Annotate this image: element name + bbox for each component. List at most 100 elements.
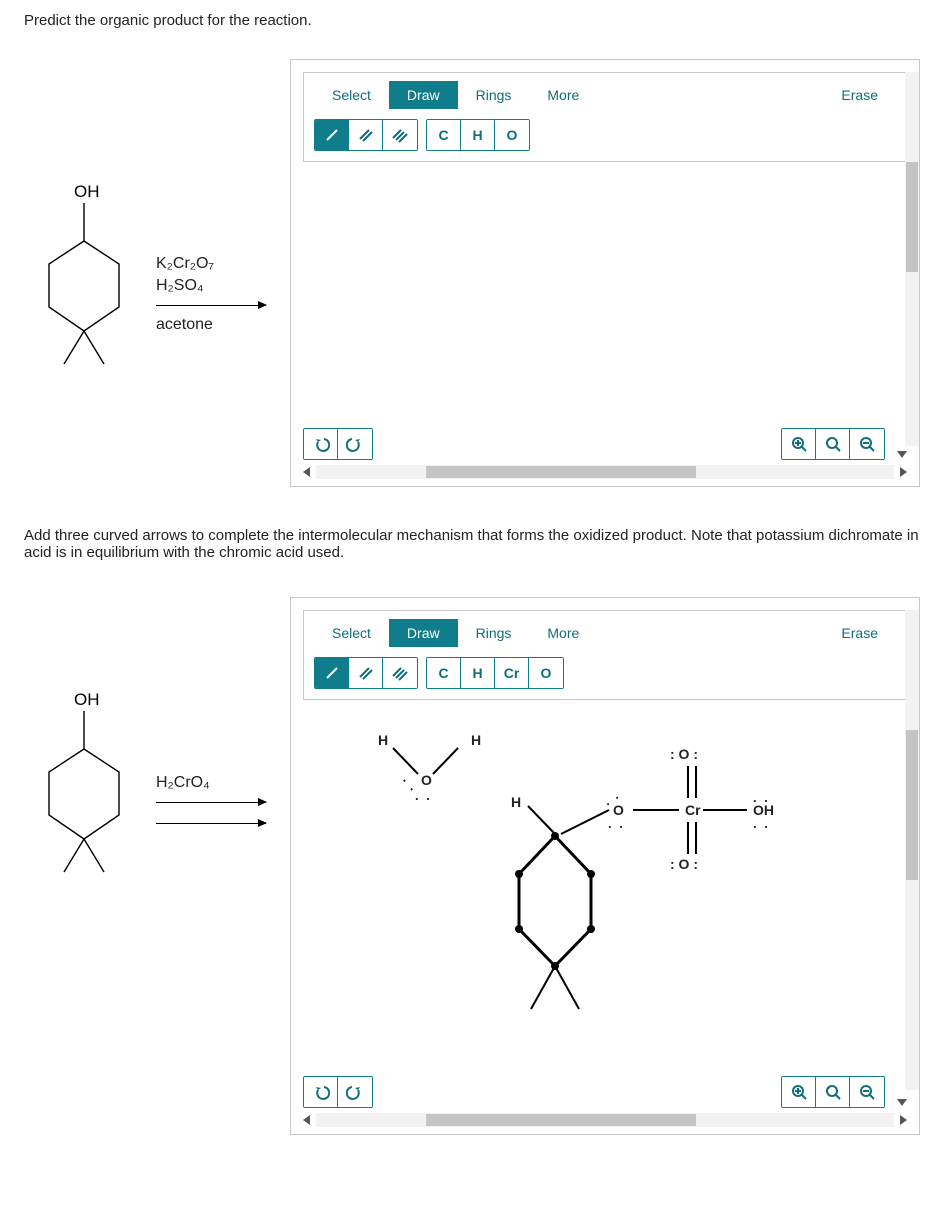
dropdown-icon[interactable]: [897, 451, 907, 458]
triple-bond-button-2[interactable]: [383, 658, 417, 688]
triple-bond-button[interactable]: [383, 120, 417, 150]
sketcher-panel-2: Select Draw Rings More Erase: [290, 597, 920, 1135]
v-scrollbar-1[interactable]: [905, 72, 919, 446]
o-lone-pair-b: . .: [608, 816, 625, 831]
chromate-intermediate[interactable]: [493, 734, 833, 1064]
single-bond-button[interactable]: [315, 120, 349, 150]
reagent-1b: H₂SO₄: [156, 277, 203, 295]
undo-button-2[interactable]: [304, 1077, 338, 1107]
water-lone-pair: . .: [415, 788, 432, 803]
atom-cr-button-2[interactable]: Cr: [495, 658, 529, 688]
reactant-block-1: OH K₂Cr₂O₇ H₂SO₄ acetone: [24, 59, 266, 409]
zoom-group-1: [781, 428, 885, 460]
reaction-arrow-2: H₂CrO₄: [156, 774, 266, 830]
reactant-block-2: OH H₂CrO₄: [24, 597, 266, 917]
v-scrollbar-2[interactable]: [905, 610, 919, 1090]
water-h1[interactable]: H: [378, 732, 388, 748]
scroll-left-icon[interactable]: [303, 467, 310, 477]
h-scrollbar-2[interactable]: [303, 1112, 907, 1128]
bottom-bar-1: [303, 428, 907, 460]
oh-label-2: OH: [74, 690, 100, 709]
tab-draw[interactable]: Draw: [389, 81, 458, 109]
tab-erase-2[interactable]: Erase: [823, 619, 896, 647]
bot-o-lp[interactable]: : O :: [670, 856, 698, 872]
reactant-structure-1: OH: [24, 179, 144, 409]
reactant-structure-2: OH: [24, 687, 144, 917]
tab-row-2: Select Draw Rings More Erase: [314, 619, 896, 647]
undo-button[interactable]: [304, 429, 338, 459]
reaction-arrow-1: K₂Cr₂O₇ H₂SO₄ acetone: [156, 255, 266, 334]
single-bond-button-2[interactable]: [315, 658, 349, 688]
tab-more-2[interactable]: More: [529, 619, 597, 647]
water-h2[interactable]: H: [471, 732, 481, 748]
history-group-2: [303, 1076, 373, 1108]
tab-draw-2[interactable]: Draw: [389, 619, 458, 647]
v-scroll-thumb[interactable]: [906, 162, 918, 272]
drawing-canvas-1[interactable]: [303, 166, 907, 426]
question-2-row: OH H₂CrO₄ Select Draw Rings More Erase: [24, 597, 920, 1135]
toolbar-1: Select Draw Rings More Erase: [303, 72, 907, 162]
top-o-lp[interactable]: : O :: [670, 746, 698, 762]
zoom-in-button[interactable]: [782, 429, 816, 459]
atom-tool-group-1: C H O: [426, 119, 530, 151]
scroll-right-icon[interactable]: [900, 467, 907, 477]
double-bond-button-2[interactable]: [349, 658, 383, 688]
tab-erase[interactable]: Erase: [823, 81, 896, 109]
tool-row-1: C H O: [314, 119, 896, 151]
drawing-canvas-2[interactable]: H H O . . . .: [303, 704, 907, 1074]
sketcher-panel-1: Select Draw Rings More Erase: [290, 59, 920, 487]
toolbar-2: Select Draw Rings More Erase: [303, 610, 907, 700]
question-1-row: OH K₂Cr₂O₇ H₂SO₄ acetone Select Draw Rin…: [24, 59, 920, 487]
zoom-reset-button[interactable]: [816, 429, 850, 459]
oh-lone-pair-b: . .: [753, 816, 770, 831]
question-2-prompt: Add three curved arrows to complete the …: [24, 527, 920, 561]
arrow-line-2b: [156, 823, 266, 824]
bond-tool-group-1: [314, 119, 418, 151]
oh-label: OH: [74, 182, 100, 201]
zoom-in-button-2[interactable]: [782, 1077, 816, 1107]
reagent-2: H₂CrO₄: [156, 774, 210, 792]
atom-o-button-2[interactable]: O: [529, 658, 563, 688]
zoom-out-button[interactable]: [850, 429, 884, 459]
h-scroll-track[interactable]: [316, 465, 894, 479]
zoom-reset-button-2[interactable]: [816, 1077, 850, 1107]
history-group-1: [303, 428, 373, 460]
h-scroll-track-2[interactable]: [316, 1113, 894, 1127]
water-o[interactable]: O: [421, 772, 432, 788]
h-scrollbar-1[interactable]: [303, 464, 907, 480]
reagent-1a: K₂Cr₂O₇: [156, 255, 214, 273]
scroll-left-icon-2[interactable]: [303, 1115, 310, 1125]
bond-tool-group-2: [314, 657, 418, 689]
cr-atom[interactable]: Cr: [685, 802, 701, 818]
atom-c-button[interactable]: C: [427, 120, 461, 150]
redo-button[interactable]: [338, 429, 372, 459]
scroll-right-icon-2[interactable]: [900, 1115, 907, 1125]
double-bond-button[interactable]: [349, 120, 383, 150]
tab-select-2[interactable]: Select: [314, 619, 389, 647]
atom-tool-group-2: C H Cr O: [426, 657, 564, 689]
v-scroll-thumb-2[interactable]: [906, 730, 918, 880]
dropdown-icon-2[interactable]: [897, 1099, 907, 1106]
oh-lone-pair-t: . .: [753, 790, 770, 805]
arrow-line-2a: [156, 802, 266, 803]
tab-rings[interactable]: Rings: [458, 81, 530, 109]
tab-row-1: Select Draw Rings More Erase: [314, 81, 896, 109]
zoom-out-button-2[interactable]: [850, 1077, 884, 1107]
atom-h-button[interactable]: H: [461, 120, 495, 150]
zoom-group-2: [781, 1076, 885, 1108]
tab-rings-2[interactable]: Rings: [458, 619, 530, 647]
tab-more[interactable]: More: [529, 81, 597, 109]
tab-select[interactable]: Select: [314, 81, 389, 109]
chain-h[interactable]: H: [511, 794, 521, 810]
atom-c-button-2[interactable]: C: [427, 658, 461, 688]
solvent-1: acetone: [156, 316, 213, 334]
redo-button-2[interactable]: [338, 1077, 372, 1107]
h-scroll-thumb[interactable]: [426, 466, 696, 478]
atom-h-button-2[interactable]: H: [461, 658, 495, 688]
h-scroll-thumb-2[interactable]: [426, 1114, 696, 1126]
tool-row-2: C H Cr O: [314, 657, 896, 689]
arrow-line-1: [156, 305, 266, 306]
question-1-prompt: Predict the organic product for the reac…: [24, 12, 920, 29]
atom-o-button[interactable]: O: [495, 120, 529, 150]
bottom-bar-2: [303, 1076, 907, 1108]
